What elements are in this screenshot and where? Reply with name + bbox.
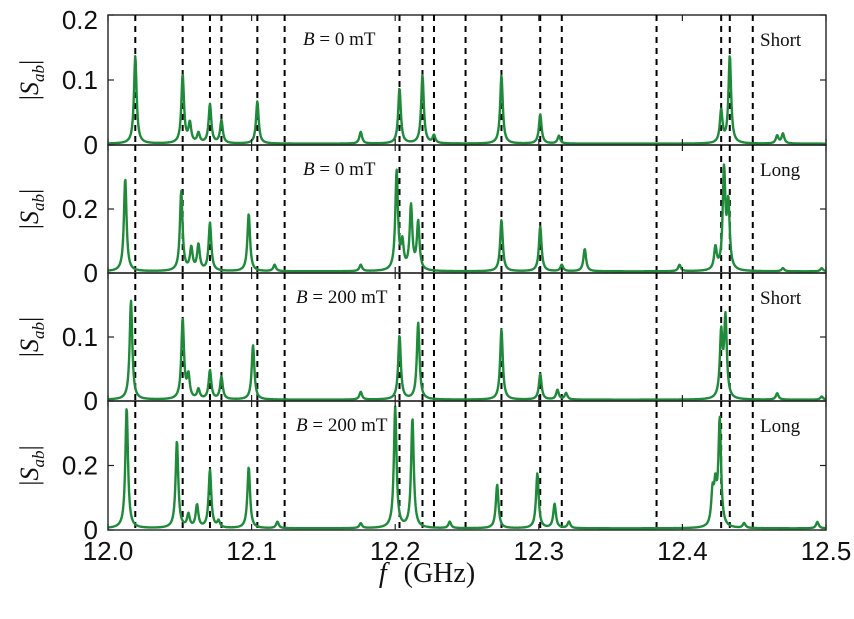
x-tick-label: 12.3 <box>513 536 564 566</box>
x-axis: 12.0 12.1 12.2 12.3 12.4 12.5 <box>83 536 852 566</box>
spectrum-series-line <box>107 405 827 530</box>
panel-frame <box>107 144 827 274</box>
y-axis-label-bar: | <box>15 95 44 100</box>
y-axis-label-symbol: S <box>15 339 44 352</box>
field-annotation-symbol: B <box>303 29 315 50</box>
y-tick-label: 0 <box>84 515 98 545</box>
panel-3: 00.1|Sab|B = 200 mT Short <box>15 272 827 416</box>
panel-label: Long <box>760 160 801 181</box>
y-axis-label-bar: | <box>15 60 44 65</box>
field-annotation-symbol: B <box>296 415 308 436</box>
x-axis-label-unit: (GHz) <box>404 558 476 589</box>
y-tick-label: 0.2 <box>62 194 98 224</box>
y-axis-label-symbol: S <box>15 468 44 481</box>
x-tick-label: 12.2 <box>370 536 421 566</box>
y-axis-label: |Sab| <box>15 445 48 485</box>
spectrum-series-line <box>107 299 827 401</box>
spectrum-series-line <box>107 54 827 145</box>
x-tick-label: 12.4 <box>657 536 708 566</box>
field-annotation-value: = 0 mT <box>315 29 376 50</box>
panel-frame <box>107 14 827 146</box>
y-tick-label: 0 <box>84 258 98 288</box>
field-annotation-value: = 200 mT <box>308 415 388 436</box>
y-axis-label-bar: | <box>15 481 44 486</box>
y-axis-label: |Sab| <box>15 189 48 229</box>
y-axis-label-bar: | <box>15 317 44 322</box>
field-annotation-symbol: B <box>296 287 308 308</box>
y-tick-label: 0.2 <box>62 451 98 481</box>
panel-label: Long <box>760 416 801 437</box>
spectrum-series-line <box>107 163 827 273</box>
x-tick-label: 12.5 <box>801 536 852 566</box>
y-tick-label: 0.1 <box>62 322 98 352</box>
field-annotation: B = 0 mT <box>303 29 376 50</box>
panel-label: Short <box>760 288 802 309</box>
y-axis-label-bar: | <box>15 352 44 357</box>
x-tick-label: 12.0 <box>83 536 134 566</box>
field-annotation: B = 0 mT <box>303 159 376 180</box>
y-axis-label-bar: | <box>15 224 44 229</box>
field-annotation-value: = 200 mT <box>308 287 388 308</box>
panel-label: Short <box>760 30 802 51</box>
y-tick-label: 0.1 <box>62 65 98 95</box>
field-annotation: B = 200 mT <box>296 415 388 436</box>
y-tick-label: 0 <box>84 386 98 416</box>
y-axis-label: |Sab| <box>15 60 48 100</box>
y-axis-label-subscript: ab <box>29 451 48 468</box>
panel-1: 00.10.2|Sab|B = 0 mT Short <box>15 5 827 160</box>
x-axis-label: f (GHz) <box>379 558 475 589</box>
y-axis-label-bar: | <box>15 189 44 194</box>
y-axis-label: |Sab| <box>15 317 48 357</box>
y-tick-label: 0 <box>84 130 98 160</box>
y-axis-label-symbol: S <box>15 82 44 95</box>
panel-4: 00.2|Sab|B = 200 mT Long <box>15 400 827 545</box>
field-annotation: B = 200 mT <box>296 287 388 308</box>
field-annotation-symbol: B <box>303 159 315 180</box>
panel-2: 00.2|Sab|B = 0 mT Long <box>15 144 827 288</box>
x-tick-label: 12.1 <box>226 536 277 566</box>
y-axis-label-subscript: ab <box>29 322 48 339</box>
field-annotation-value: = 0 mT <box>315 159 376 180</box>
y-axis-label-bar: | <box>15 445 44 450</box>
y-tick-label: 0.2 <box>62 5 98 35</box>
y-axis-label-symbol: S <box>15 211 44 224</box>
y-axis-label-subscript: ab <box>29 65 48 82</box>
x-axis-label-variable: f <box>379 558 390 589</box>
y-axis-label-subscript: ab <box>29 194 48 211</box>
